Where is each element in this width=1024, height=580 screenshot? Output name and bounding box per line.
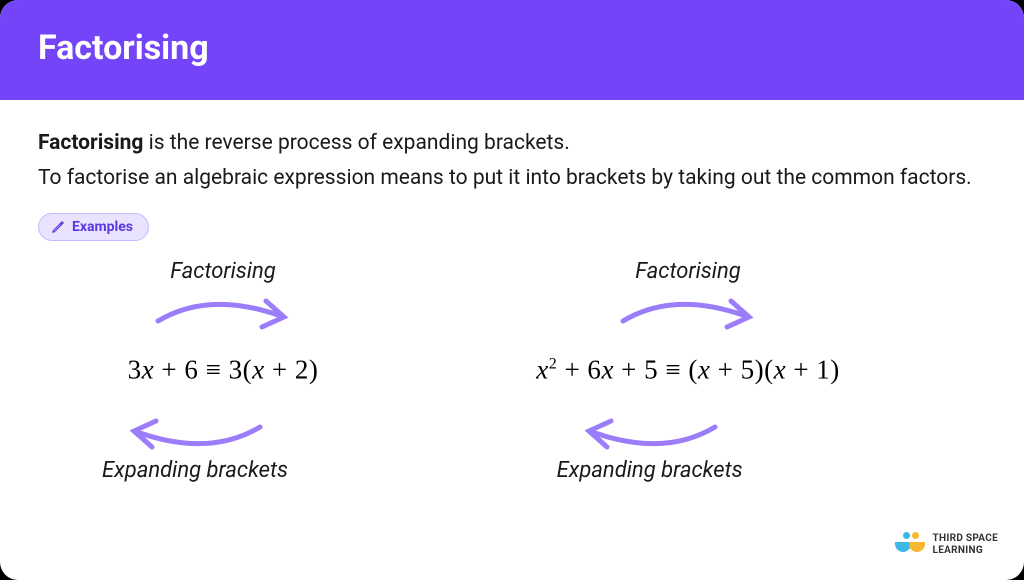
label-expanding: Expanding brackets [102,458,288,483]
lesson-card: Factorising Factorising is the reverse p… [0,0,1024,580]
examples-label: Examples [72,219,133,235]
arrow-right-icon [148,293,298,339]
logo-line1: THIRD SPACE [933,533,998,545]
arrow-left-icon [120,409,270,455]
examples-badge[interactable]: Examples [38,213,149,241]
diagram-left: Factorising 3x + 6 ≡ 3(x + 2) Expanding … [48,255,398,485]
equation-left: 3x + 6 ≡ 3(x + 2) [128,355,319,386]
arrow-left-icon [575,409,725,455]
equation-right: x2 + 6x + 5 ≡ (x + 5)(x + 1) [536,355,840,386]
logo-text: THIRD SPACE LEARNING [933,533,998,557]
logo-mark-icon [895,532,925,558]
content-area: Factorising is the reverse process of ex… [0,100,1024,505]
label-expanding: Expanding brackets [557,458,743,483]
label-factorising: Factorising [635,259,741,284]
pencil-icon [51,220,65,234]
logo-line2: LEARNING [933,545,998,557]
intro-text: Factorising is the reverse process of ex… [38,126,986,195]
brand-logo: THIRD SPACE LEARNING [895,532,998,558]
intro-bold: Factorising [38,131,143,155]
arrow-right-icon [613,293,763,339]
intro-line2: To factorise an algebraic expression mea… [38,166,972,190]
diagram-right: Factorising x2 + 6x + 5 ≡ (x + 5)(x + 1)… [448,255,928,485]
label-factorising: Factorising [170,259,276,284]
page-title: Factorising [38,28,986,68]
header: Factorising [0,0,1024,100]
intro-line1: is the reverse process of expanding brac… [143,131,569,155]
diagrams-row: Factorising 3x + 6 ≡ 3(x + 2) Expanding … [38,255,986,485]
